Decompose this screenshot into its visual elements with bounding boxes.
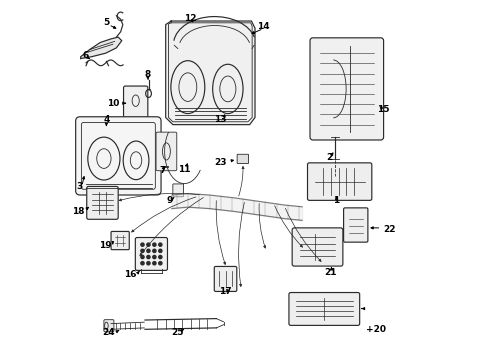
Polygon shape xyxy=(166,21,255,125)
FancyBboxPatch shape xyxy=(214,266,237,292)
FancyBboxPatch shape xyxy=(343,208,368,242)
Text: 2: 2 xyxy=(326,153,332,162)
Circle shape xyxy=(147,262,150,265)
Text: 6: 6 xyxy=(83,51,89,60)
FancyBboxPatch shape xyxy=(173,184,184,197)
Text: 11: 11 xyxy=(178,165,191,174)
Circle shape xyxy=(159,262,162,265)
Text: 7: 7 xyxy=(159,166,165,175)
Text: 22: 22 xyxy=(384,225,396,234)
Circle shape xyxy=(153,256,156,258)
Text: 12: 12 xyxy=(184,14,197,23)
FancyBboxPatch shape xyxy=(87,186,118,219)
Text: 8: 8 xyxy=(145,70,151,79)
Text: 15: 15 xyxy=(377,105,390,114)
Circle shape xyxy=(141,262,144,265)
Text: 17: 17 xyxy=(219,287,232,296)
Text: 19: 19 xyxy=(99,240,111,249)
Circle shape xyxy=(159,256,162,258)
Circle shape xyxy=(147,249,150,252)
FancyBboxPatch shape xyxy=(289,293,360,325)
FancyBboxPatch shape xyxy=(75,117,161,195)
Circle shape xyxy=(141,256,144,258)
FancyBboxPatch shape xyxy=(104,320,114,332)
Text: 5: 5 xyxy=(103,18,110,27)
Circle shape xyxy=(159,243,162,246)
Circle shape xyxy=(153,243,156,246)
Polygon shape xyxy=(81,37,122,59)
Text: 9: 9 xyxy=(166,196,172,205)
FancyBboxPatch shape xyxy=(123,86,148,117)
Text: +20: +20 xyxy=(367,325,387,334)
Circle shape xyxy=(147,243,150,246)
Text: 14: 14 xyxy=(257,22,269,31)
FancyBboxPatch shape xyxy=(310,38,384,140)
FancyBboxPatch shape xyxy=(237,154,248,163)
Circle shape xyxy=(159,249,162,252)
Circle shape xyxy=(141,243,144,246)
Text: 13: 13 xyxy=(214,116,226,125)
Text: 18: 18 xyxy=(72,207,84,216)
Text: 10: 10 xyxy=(107,99,119,108)
FancyBboxPatch shape xyxy=(156,132,177,171)
Text: 1: 1 xyxy=(333,196,340,205)
Text: 25: 25 xyxy=(171,328,183,337)
Text: 23: 23 xyxy=(214,158,226,167)
FancyBboxPatch shape xyxy=(111,231,129,249)
FancyBboxPatch shape xyxy=(308,163,372,201)
Circle shape xyxy=(147,256,150,258)
Text: 24: 24 xyxy=(102,328,115,337)
Circle shape xyxy=(153,262,156,265)
Text: 21: 21 xyxy=(324,268,336,277)
Circle shape xyxy=(141,249,144,252)
Text: 4: 4 xyxy=(103,116,110,125)
Text: 16: 16 xyxy=(124,270,136,279)
Text: 3: 3 xyxy=(77,182,83,191)
Circle shape xyxy=(153,249,156,252)
FancyBboxPatch shape xyxy=(135,238,168,270)
FancyBboxPatch shape xyxy=(292,228,343,266)
